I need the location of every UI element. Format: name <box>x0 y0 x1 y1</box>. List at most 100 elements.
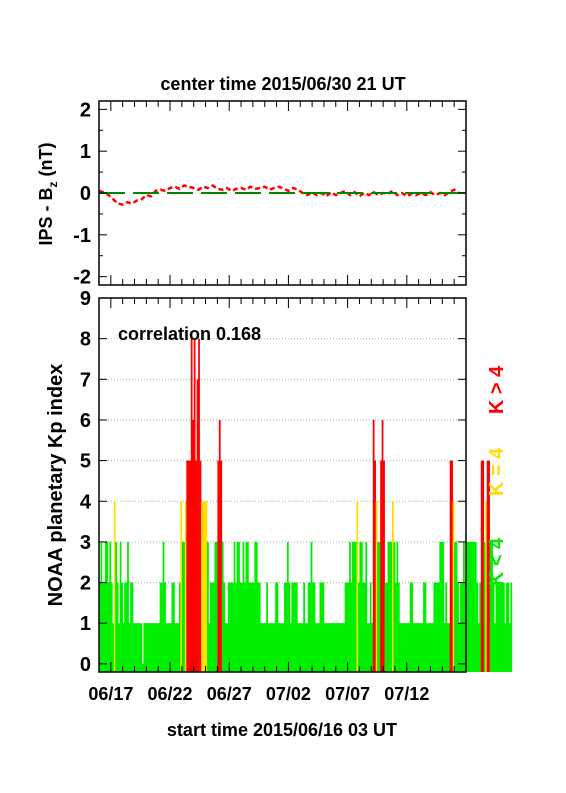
kp-bar <box>209 582 212 672</box>
kp-bar <box>458 623 461 672</box>
kp-bar <box>269 623 271 672</box>
kp-bar <box>455 541 458 672</box>
kp-bar <box>294 582 297 672</box>
top-y-axis-label-subscript: z <box>46 181 60 187</box>
kp-bar <box>505 582 508 672</box>
kp-bar <box>196 379 199 672</box>
kp-bar <box>245 541 248 672</box>
kp-bar <box>322 582 325 672</box>
kp-bar <box>437 582 440 672</box>
kp-bar <box>202 501 205 672</box>
kp-bar <box>408 623 411 672</box>
kp-bar <box>335 623 338 672</box>
kp-bar <box>325 623 328 672</box>
kp-bar <box>152 623 155 672</box>
kp-bar <box>275 582 277 672</box>
kp-bar <box>489 541 492 672</box>
kp-bar <box>349 541 351 672</box>
kp-bar <box>320 582 323 672</box>
kp-bar <box>421 623 424 672</box>
kp-bar <box>365 541 368 672</box>
kp-bar <box>332 623 335 672</box>
kp-bar <box>195 460 197 672</box>
kp-bar <box>251 582 254 672</box>
kp-bar <box>316 623 319 672</box>
kp-bar <box>289 623 292 672</box>
kp-bar <box>99 582 101 672</box>
kp-bar <box>500 582 502 672</box>
kp-bar <box>199 460 202 672</box>
kp-bar <box>508 623 511 672</box>
kp-bar <box>273 623 276 672</box>
legend-k-lt-4: K < 4 <box>486 537 508 586</box>
bottom-y-tick-label: 1 <box>80 613 91 635</box>
kp-bar <box>445 582 448 672</box>
kp-bar <box>141 663 144 672</box>
kp-bar <box>378 541 381 672</box>
kp-bar <box>446 623 449 672</box>
kp-bar <box>387 541 390 672</box>
kp-bar <box>399 623 402 672</box>
bottom-y-ticks: 9 8 7 6 5 4 3 2 1 0 <box>80 288 466 676</box>
kp-bar <box>304 623 307 672</box>
bottom-y-tick-label: 7 <box>80 369 91 391</box>
top-y-ticks: 2 1 0 -1 -2 <box>73 99 466 289</box>
kp-bar <box>266 582 268 672</box>
kp-bar <box>384 582 387 672</box>
kp-bar <box>124 582 126 672</box>
bottom-y-axis-label: NOAA planetary Kp index <box>45 364 67 607</box>
kp-bar <box>386 582 388 672</box>
bottom-x-tick-label: 06/22 <box>148 684 193 704</box>
kp-bar <box>433 582 436 672</box>
kp-bar <box>312 582 314 672</box>
kp-bar <box>207 541 209 672</box>
kp-bar <box>323 623 326 672</box>
kp-bar <box>144 623 147 672</box>
kp-bar <box>156 623 159 672</box>
kp-bar <box>355 541 357 672</box>
kp-bar <box>363 582 366 672</box>
kp-bar <box>457 582 459 672</box>
kp-bar <box>190 338 193 672</box>
ips-bz-plot <box>98 184 466 207</box>
kp-bar <box>485 501 488 672</box>
top-y-tick-label: 0 <box>80 183 91 205</box>
bottom-y-tick-label: 0 <box>80 654 91 676</box>
kp-bar <box>134 623 137 672</box>
kp-bar <box>168 623 171 672</box>
kp-bar <box>350 582 353 672</box>
kp-bar <box>326 623 329 672</box>
kp-bar <box>198 338 200 672</box>
kp-bar <box>344 582 347 672</box>
kp-bar <box>239 582 242 672</box>
kp-bar <box>486 460 489 672</box>
kp-bar <box>162 541 165 672</box>
kp-bar <box>369 582 372 672</box>
kp-bar <box>359 541 362 672</box>
kp-bar <box>488 460 490 672</box>
kp-bar <box>442 541 445 672</box>
kp-bar <box>463 541 465 672</box>
kp-bar <box>125 582 128 672</box>
kp-bar <box>230 582 233 672</box>
kp-bar <box>476 582 479 672</box>
kp-bar <box>343 623 345 672</box>
kp-bar <box>270 623 273 672</box>
kp-bar <box>430 623 433 672</box>
kp-bar <box>242 541 245 672</box>
kp-bar <box>452 501 455 672</box>
kp-bar <box>466 541 468 672</box>
kp-bar <box>143 623 146 672</box>
kp-bar <box>175 623 178 672</box>
kp-bar <box>389 541 391 672</box>
kp-bar <box>127 541 129 672</box>
kp-bar <box>232 582 234 672</box>
kp-bar <box>405 623 408 672</box>
kp-bar <box>229 582 232 672</box>
bottom-y-tick-label: 4 <box>80 491 92 513</box>
kp-bar <box>171 582 174 672</box>
kp-bar <box>208 623 211 672</box>
kp-bar <box>303 582 305 672</box>
kp-bar <box>434 582 437 672</box>
kp-bar <box>374 460 377 672</box>
